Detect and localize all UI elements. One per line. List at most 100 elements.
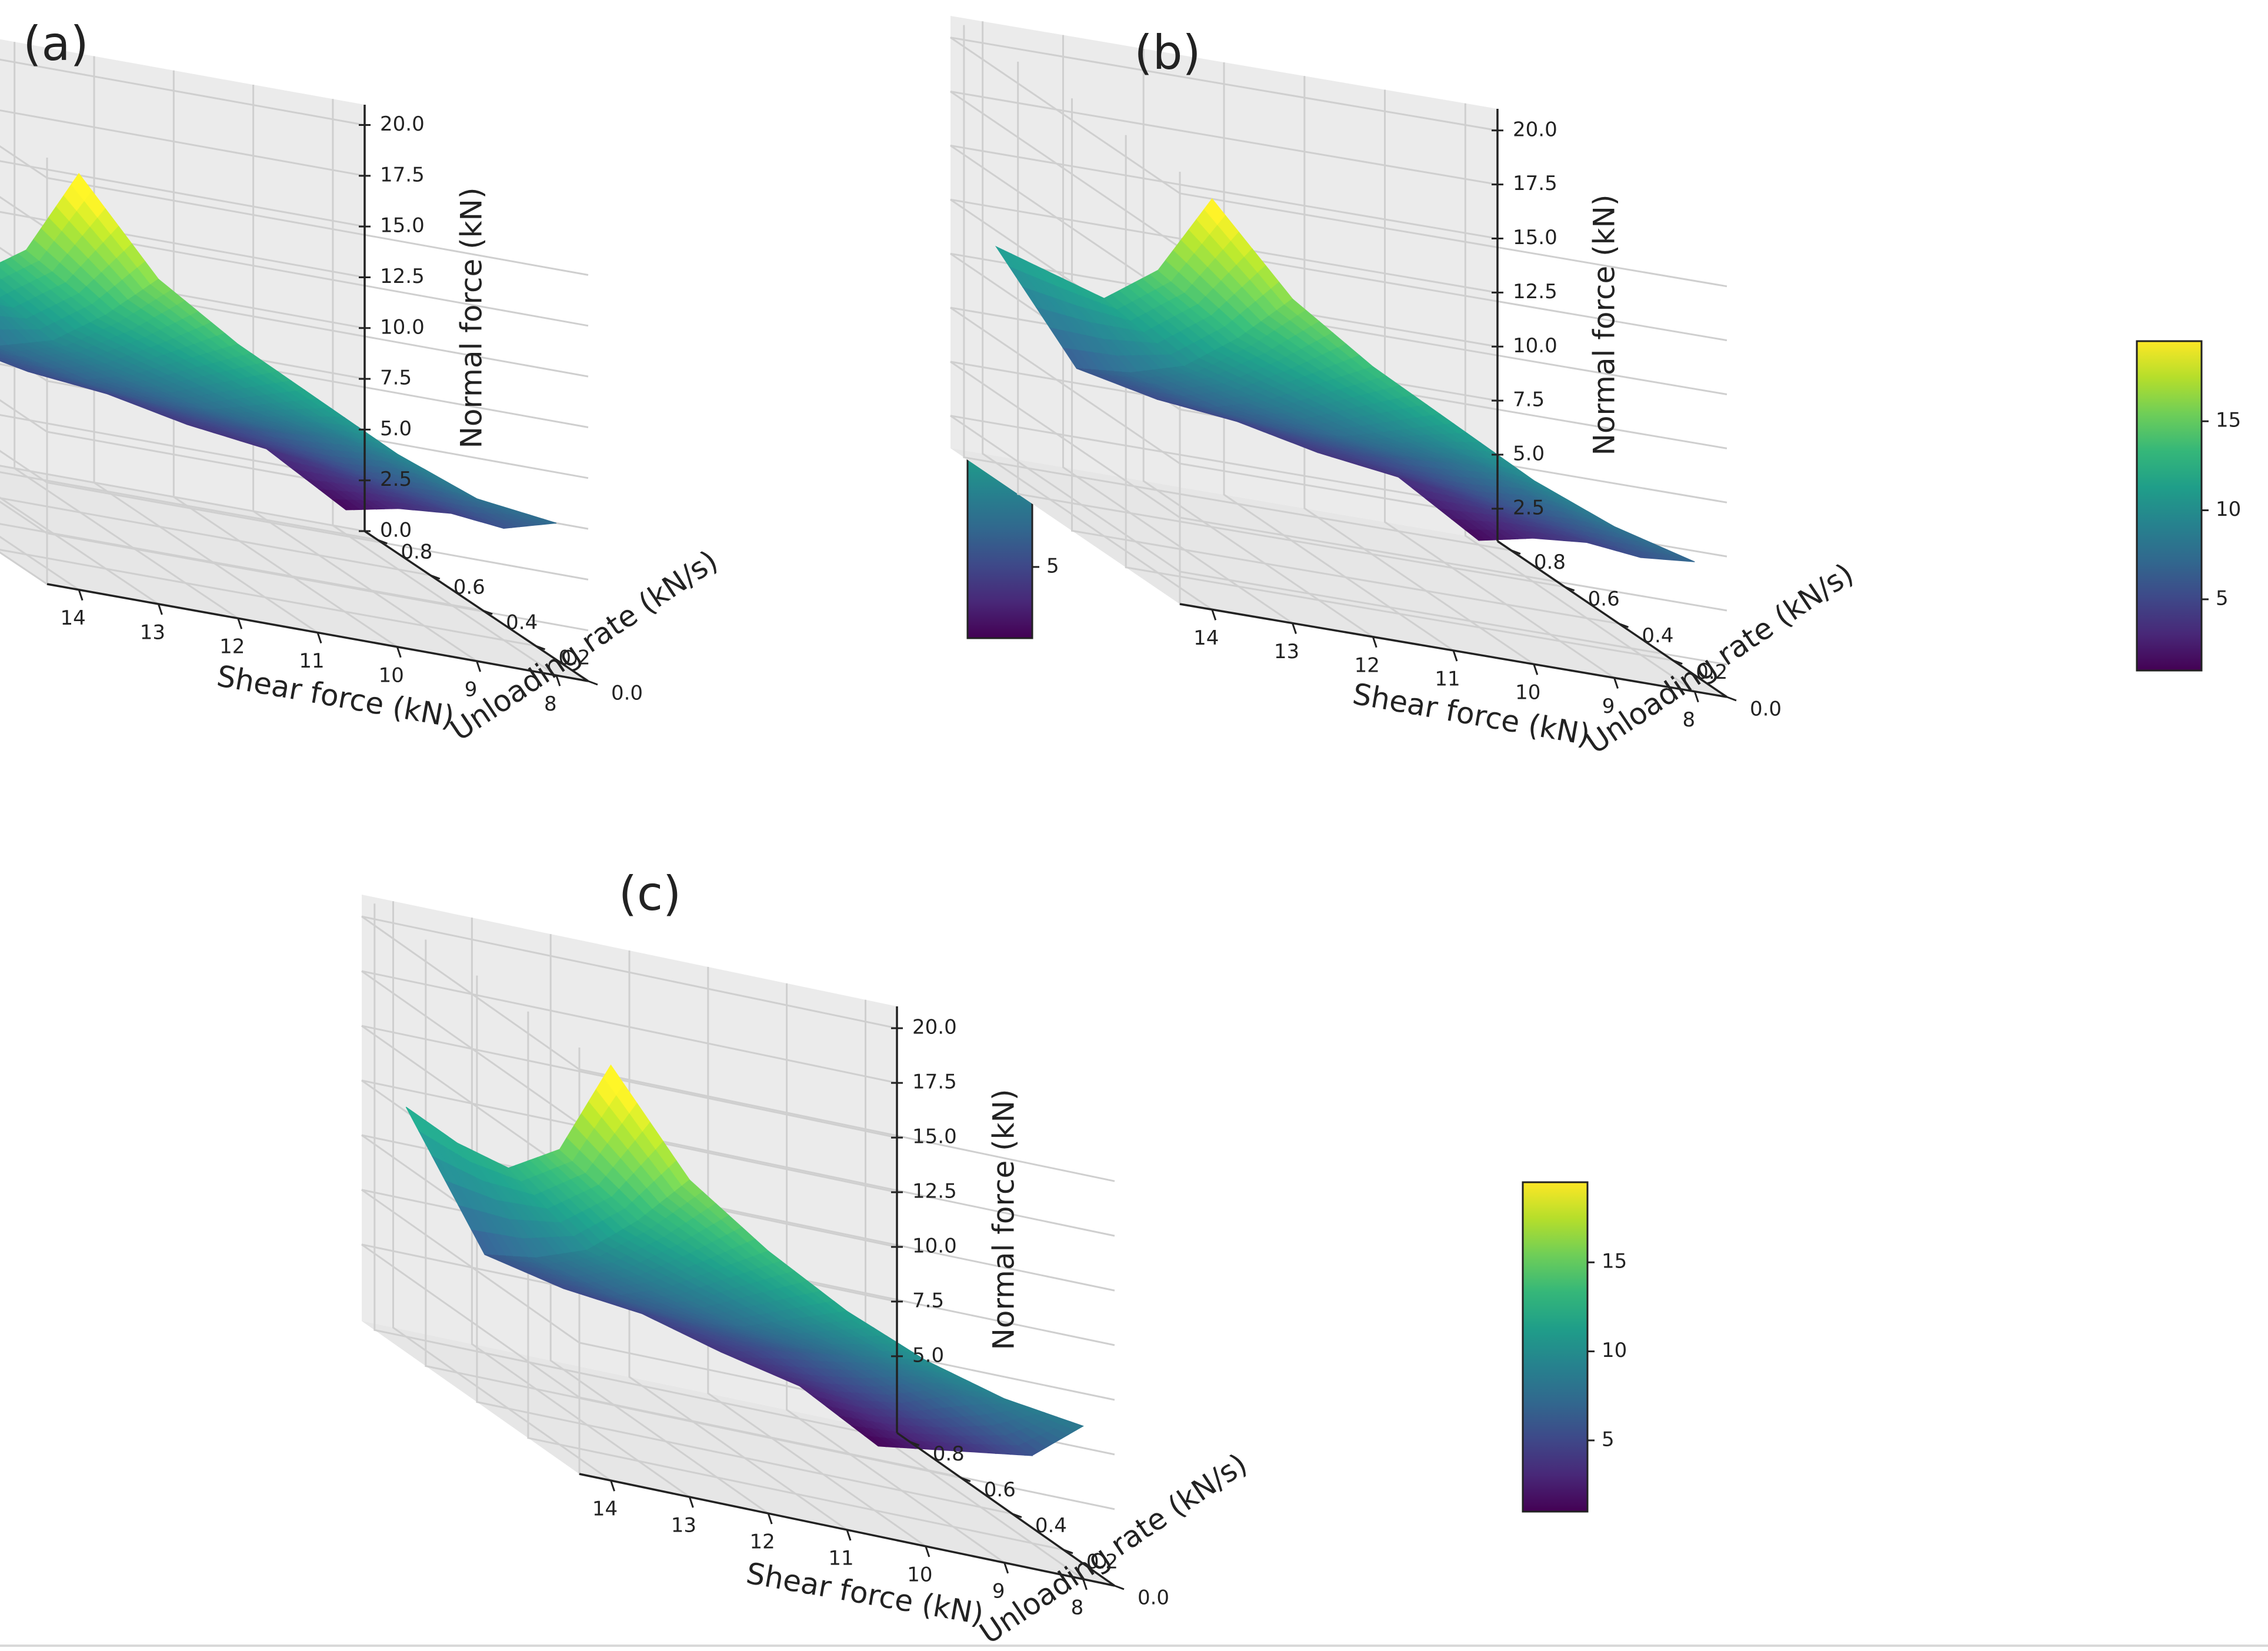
x-tick-label: 8 xyxy=(1682,708,1695,732)
x-tick xyxy=(1452,650,1458,662)
gridline-z xyxy=(46,177,589,276)
x-tick-label: 10 xyxy=(1515,681,1540,705)
x-axis-label: Shear force (kN) xyxy=(743,1556,986,1632)
x-tick-label: 8 xyxy=(1071,1596,1084,1619)
x-tick-label: 11 xyxy=(828,1547,853,1570)
gridline-x xyxy=(1303,76,1535,665)
z-tick-label: 20.0 xyxy=(912,1016,957,1039)
gridline-y xyxy=(0,523,483,612)
x-tick-label: 9 xyxy=(1602,695,1615,718)
y-tick xyxy=(1063,1549,1073,1555)
gridline-x xyxy=(471,918,691,1498)
gridline-z xyxy=(0,58,365,179)
gridline-x xyxy=(0,496,159,605)
z-axis-label: Normal force (kN) xyxy=(455,188,489,449)
x-tick xyxy=(767,1513,773,1525)
x-tick xyxy=(316,632,322,643)
y-axis-line xyxy=(1497,540,1727,698)
gridline-z xyxy=(0,465,365,585)
y-tick-label: 0.8 xyxy=(401,541,432,564)
panel-b: 8 9 10 11 12 13 14 Shear force (kN) 0.0 0.2 0.4 0.6… xyxy=(950,16,2241,761)
gridline-z xyxy=(950,145,1498,302)
x-tick xyxy=(1211,609,1217,621)
gridline-x xyxy=(1384,89,1615,679)
surface-patch xyxy=(1673,555,1695,562)
y-axis-line xyxy=(364,530,589,682)
z-tick-label: 10.0 xyxy=(380,315,425,339)
z-tick-label: 7.5 xyxy=(380,366,412,390)
y-tick xyxy=(1672,659,1683,665)
gridline-z xyxy=(1179,246,1727,342)
z-tick-label: 12.5 xyxy=(912,1180,957,1203)
z-tick-label: 10.0 xyxy=(1513,334,1557,358)
x-tick-label: 14 xyxy=(1193,626,1219,650)
x-tick xyxy=(396,646,402,658)
y-tick xyxy=(588,680,598,686)
x-tick xyxy=(1613,677,1619,689)
x-tick-label: 11 xyxy=(299,649,324,673)
z-axis-label: Normal force (kN) xyxy=(1587,195,1622,456)
panel-c: 8 9 10 11 12 13 14 Shear force (kN) 0.0 0.2 0.4 0.6… xyxy=(361,866,1627,1650)
panel-label: (c) xyxy=(619,866,681,921)
y-tick xyxy=(1012,1513,1022,1519)
x-tick-label: 9 xyxy=(465,678,478,702)
x-tick-label: 14 xyxy=(592,1497,618,1521)
y-tick-label: 0.4 xyxy=(1642,624,1673,648)
x-tick xyxy=(1533,663,1539,675)
x-tick-label: 10 xyxy=(907,1563,932,1586)
z-tick-label: 5.0 xyxy=(912,1343,944,1367)
colorbar-tick-label: 10 xyxy=(2216,498,2241,521)
z-tick-label: 10.0 xyxy=(912,1234,957,1258)
z-tick-label: 0.0 xyxy=(380,519,412,542)
gridline-z xyxy=(361,915,898,1070)
y-tick-label: 0.4 xyxy=(1035,1514,1067,1537)
gridline-z xyxy=(46,532,589,632)
y-tick xyxy=(535,645,546,651)
gridline-z xyxy=(579,1123,1115,1237)
x-tick xyxy=(78,589,84,601)
y-tick xyxy=(909,1440,920,1446)
bottom-rule xyxy=(0,1645,2268,1647)
gridline-y xyxy=(476,975,1013,1515)
y-tick xyxy=(1510,549,1521,555)
y-tick xyxy=(1618,622,1629,628)
z-axis-label: Normal force (kN) xyxy=(987,1089,1021,1350)
gridline-z xyxy=(46,228,589,327)
colorbar-tick-label: 5 xyxy=(2216,586,2229,610)
x-tick-label: 8 xyxy=(544,692,557,716)
y-tick-label: 0.8 xyxy=(933,1442,965,1466)
z-tick-label: 20.0 xyxy=(1513,118,1557,141)
x-tick-label: 13 xyxy=(1274,640,1299,663)
gridline-x xyxy=(1142,48,1374,638)
gridline-y xyxy=(963,25,1512,552)
x-tick xyxy=(846,1529,852,1541)
gridline-z xyxy=(361,1025,898,1180)
gridline-z xyxy=(0,109,365,230)
y-tick xyxy=(430,574,441,580)
panel-a: 8 9 10 11 12 13 14 Shear force (kN) 0.0 0.2 0.4 0.6… xyxy=(0,16,1072,748)
x-tick xyxy=(1003,1562,1009,1574)
y-tick-label: 0.8 xyxy=(1534,551,1566,574)
gridline-z xyxy=(1179,192,1727,288)
gridline-z xyxy=(950,415,1498,573)
y-tick xyxy=(1114,1585,1125,1590)
y-tick-label: 0.0 xyxy=(611,682,643,705)
surface xyxy=(405,1064,1084,1456)
x-tick-label: 13 xyxy=(671,1514,696,1537)
z-tick-label: 15.0 xyxy=(912,1125,957,1149)
y-tick-label: 0.6 xyxy=(984,1478,1016,1502)
gridline-y xyxy=(373,903,910,1443)
x-tick xyxy=(1372,636,1378,648)
x-tick-label: 9 xyxy=(992,1579,1005,1603)
z-tick-label: 5.0 xyxy=(380,417,412,441)
x-tick-label: 12 xyxy=(219,635,245,659)
gridline-x xyxy=(0,535,79,591)
y-axis-line xyxy=(896,1432,1116,1587)
pane-floor xyxy=(0,465,588,681)
gridline-z xyxy=(46,481,589,581)
x-tick xyxy=(157,603,163,615)
gridline-y xyxy=(1071,98,1619,625)
gridline-z xyxy=(950,91,1498,248)
gridline-z xyxy=(0,262,365,382)
